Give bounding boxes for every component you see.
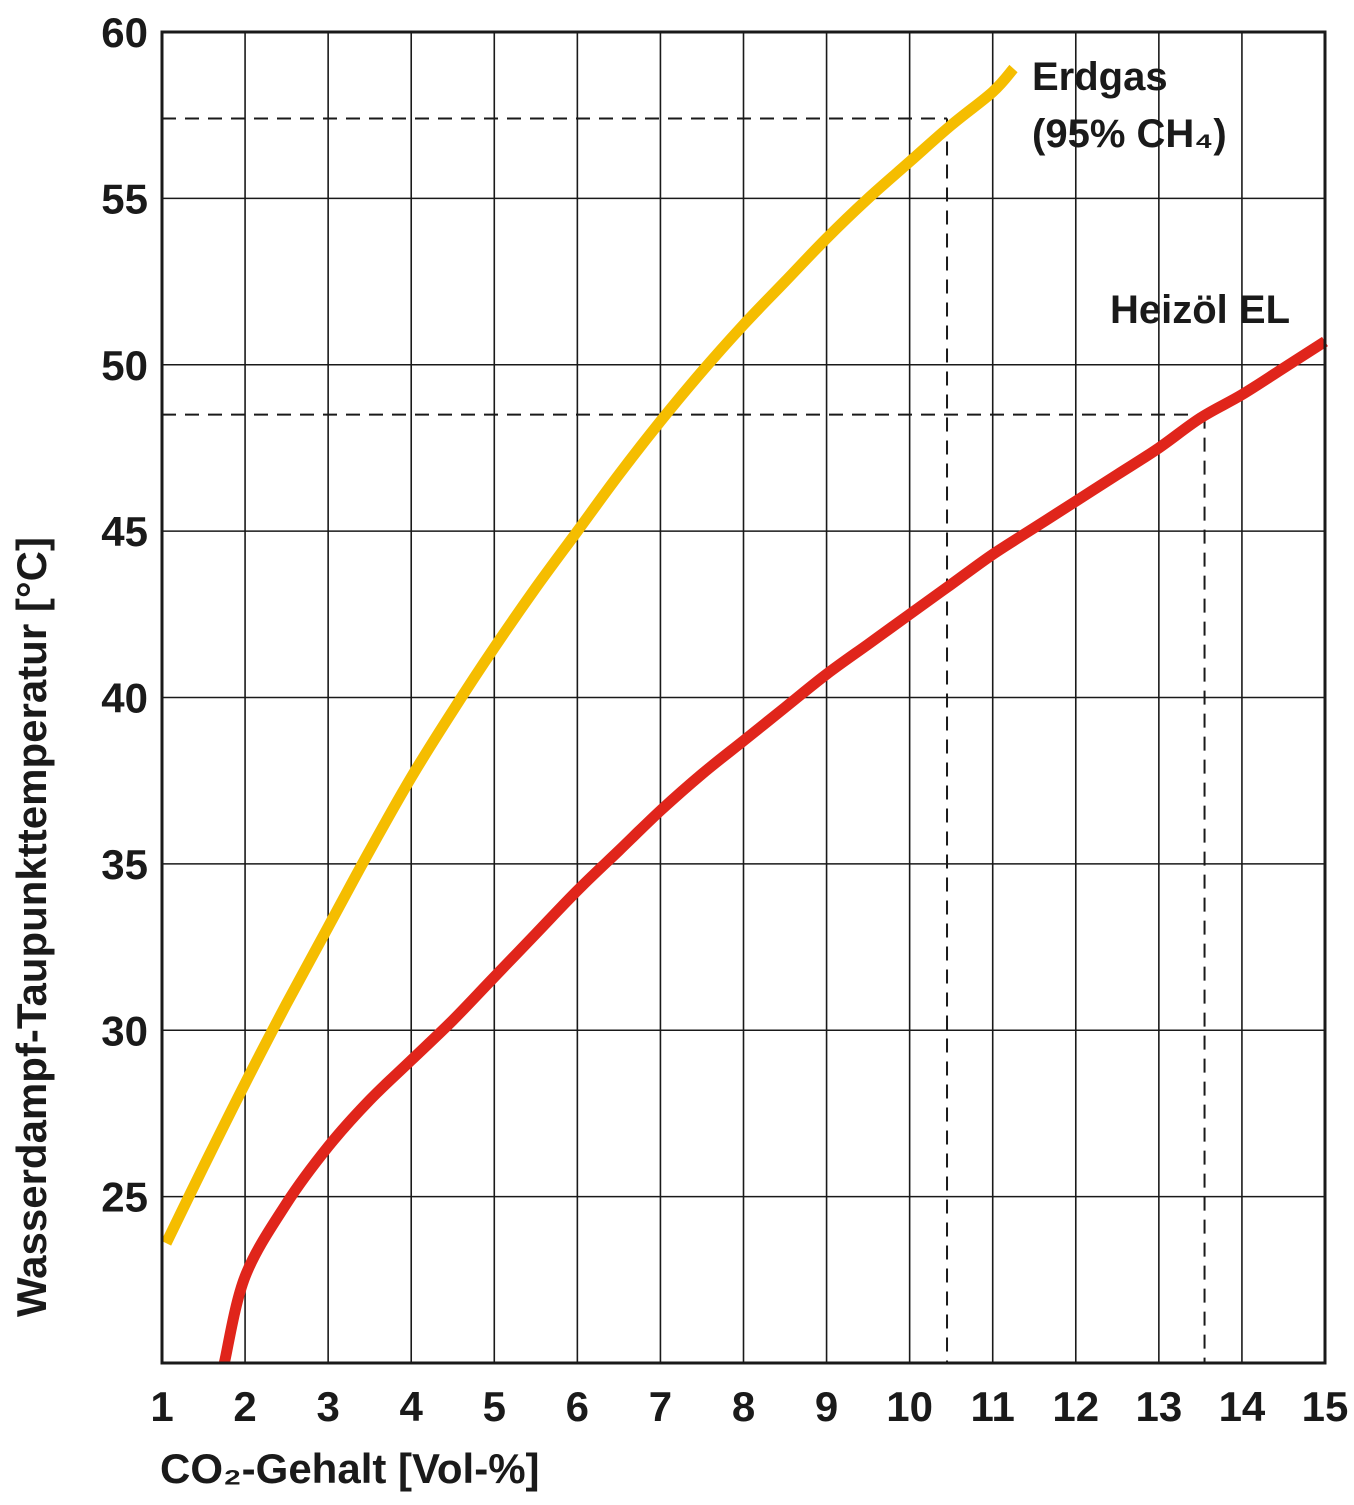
x-tick-label: 13	[1135, 1383, 1182, 1430]
y-tick-label: 45	[101, 508, 148, 555]
series-line-1	[218, 336, 1328, 1365]
series-lines	[161, 64, 1328, 1365]
x-tick-label: 11	[971, 1383, 1015, 1430]
x-tick-label: 12	[1052, 1383, 1099, 1430]
x-tick-label: 2	[233, 1383, 256, 1430]
y-tick-label: 25	[101, 1174, 148, 1221]
x-tick-label: 14	[1219, 1383, 1266, 1430]
series-label-erdgas-line2: (95% CH₄)	[1032, 112, 1227, 156]
x-tick-label: 15	[1302, 1383, 1349, 1430]
x-tick-label: 5	[483, 1383, 506, 1430]
plot-border	[160, 30, 1327, 1365]
series-label-heizoel: Heizöl EL	[1110, 288, 1290, 332]
y-tick-label: 55	[101, 175, 148, 222]
x-tick-label: 4	[400, 1383, 424, 1430]
x-tick-label: 8	[732, 1383, 755, 1430]
plot-frame	[160, 30, 1327, 1365]
x-tick-label: 9	[815, 1383, 838, 1430]
x-tick-labels: 1 2 3 4 5 6 7 8 9 10 11 12 13 14 15	[150, 1383, 1348, 1430]
grid	[162, 32, 1325, 1363]
y-tick-label: 60	[101, 9, 148, 56]
x-tick-label: 6	[566, 1383, 589, 1430]
series-label-erdgas-line1: Erdgas	[1032, 55, 1168, 99]
y-tick-label: 40	[101, 675, 148, 722]
x-tick-label: 7	[649, 1383, 672, 1430]
x-tick-label: 1	[150, 1383, 173, 1430]
y-tick-label: 30	[101, 1007, 148, 1054]
series-line-0	[161, 64, 1018, 1246]
x-tick-label: 3	[316, 1383, 339, 1430]
y-tick-labels: 25 30 35 40 45 50 55 60	[101, 9, 148, 1221]
y-axis-label: Wasserdampf-Taupunkttemperatur [°C]	[8, 537, 55, 1317]
x-axis-label: CO₂-Gehalt [Vol-%]	[160, 1445, 540, 1492]
y-tick-label: 35	[101, 841, 148, 888]
y-tick-label: 50	[101, 342, 148, 389]
x-tick-label: 10	[886, 1383, 933, 1430]
reference-lines	[162, 117, 1206, 1363]
